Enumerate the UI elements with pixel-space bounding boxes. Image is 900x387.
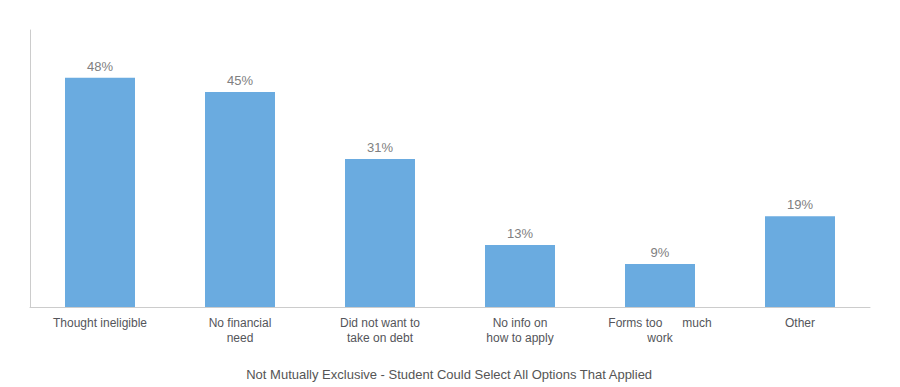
svg-text:19%: 19% <box>787 197 813 212</box>
svg-text:Forms too much: Forms too much <box>608 316 711 330</box>
svg-text:No info on: No info on <box>493 316 548 330</box>
svg-text:work: work <box>646 331 673 345</box>
svg-text:No financial: No financial <box>209 316 272 330</box>
svg-text:13%: 13% <box>507 226 533 241</box>
svg-text:Not Mutually Exclusive - Stude: Not Mutually Exclusive - Student Could S… <box>246 367 652 382</box>
svg-text:Did not want to: Did not want to <box>340 316 420 330</box>
svg-text:need: need <box>227 331 254 345</box>
svg-text:9%: 9% <box>651 245 670 260</box>
svg-text:Other: Other <box>785 316 815 330</box>
svg-text:take on debt: take on debt <box>347 331 414 345</box>
svg-text:how to apply: how to apply <box>486 331 553 345</box>
svg-text:45%: 45% <box>227 73 253 88</box>
svg-text:31%: 31% <box>367 140 393 155</box>
svg-text:Thought ineligible: Thought ineligible <box>53 316 147 330</box>
svg-text:48%: 48% <box>87 59 113 74</box>
